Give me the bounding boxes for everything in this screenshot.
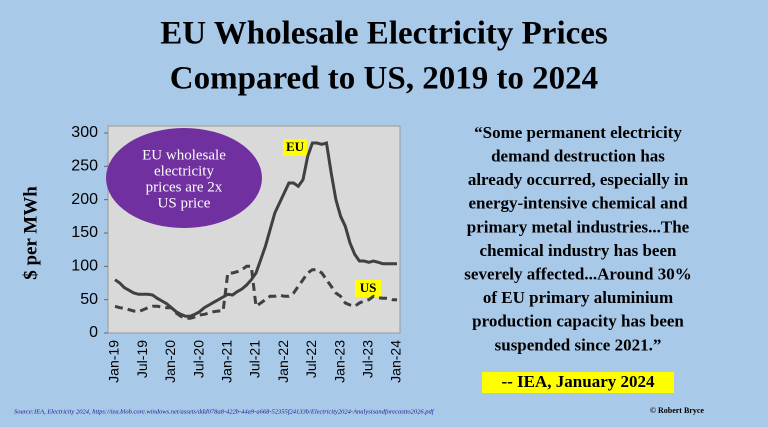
title-line: Compared to US, 2019 to 2024 <box>170 61 598 97</box>
credit: © Robert Bryce <box>650 406 704 415</box>
x-tick-label: Jan-24 <box>388 340 404 383</box>
y-tick-label: 0 <box>89 324 98 341</box>
annotation-bubble <box>106 128 262 228</box>
quote-line: “Some permanent electricity <box>474 123 682 142</box>
quote-line: production capacity has been <box>472 312 684 331</box>
title-line: EU Wholesale Electricity Prices <box>160 16 608 52</box>
y-tick-label: 300 <box>71 124 98 141</box>
annotation-line: electricity <box>154 163 214 179</box>
quote-line: energy-intensive chemical and <box>468 194 688 213</box>
x-tick-label: Jan-19 <box>106 340 122 383</box>
quote-line: suspended since 2021.” <box>495 335 662 354</box>
annotation-line: EU wholesale <box>142 147 226 163</box>
y-tick-label: 150 <box>71 224 98 241</box>
annotation-line: prices are 2x <box>146 179 223 195</box>
x-tick-label: Jan-23 <box>331 340 347 383</box>
y-tick-label: 50 <box>80 291 98 308</box>
series-label: US <box>360 280 377 295</box>
quote-line: already occurred, especially in <box>468 170 689 189</box>
series-label: EU <box>286 139 305 154</box>
y-tick-label: 250 <box>71 158 98 175</box>
x-tick-label: Jul-21 <box>247 340 263 378</box>
us-label-bg <box>355 280 381 297</box>
x-tick-label: Jul-23 <box>360 340 376 378</box>
x-tick-label: Jan-22 <box>275 340 291 383</box>
quote-line: primary metal industries...The <box>467 217 690 236</box>
x-tick-label: Jul-19 <box>134 340 150 378</box>
x-tick-label: Jan-21 <box>219 340 235 383</box>
attribution-bg <box>482 372 674 393</box>
x-tick-label: Jan-20 <box>162 340 178 383</box>
y-tick-label: 100 <box>71 258 98 275</box>
x-tick-label: Jul-20 <box>190 340 206 378</box>
x-tick-label: Jul-22 <box>303 340 319 378</box>
eu-label-bg <box>283 139 307 156</box>
y-tick-label: 200 <box>71 191 98 208</box>
quote-line: demand destruction has <box>491 147 665 166</box>
annotation-line: US price <box>158 195 211 211</box>
series-line <box>114 141 397 318</box>
series-line <box>114 264 397 320</box>
source: Source:IEA, Electricity 2024, https://ie… <box>14 408 435 415</box>
quote-line: chemical industry has been <box>480 241 677 260</box>
quote-line: of EU primary aluminium <box>483 288 673 307</box>
attribution: -- IEA, January 2024 <box>501 372 655 391</box>
quote-line: severely affected...Around 30% <box>464 265 691 284</box>
y-axis-label: $ per MWh <box>20 186 41 280</box>
